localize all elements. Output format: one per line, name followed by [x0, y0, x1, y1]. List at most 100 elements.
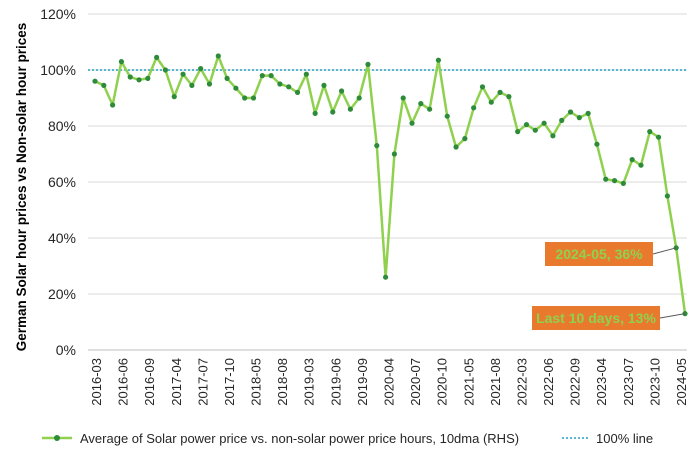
- series-solar-ratio-line: [94, 54, 687, 314]
- x-tick-label: 2019-03: [302, 358, 317, 406]
- annotation-label: 2024-05, 36%: [555, 246, 643, 262]
- data-point: [303, 71, 309, 77]
- x-tick-label: 2023-10: [647, 358, 662, 406]
- data-point: [462, 136, 468, 142]
- data-point: [585, 110, 591, 116]
- annotation-label: Last 10 days, 13%: [536, 310, 656, 326]
- x-tick-label: 2016-06: [116, 358, 131, 406]
- x-tick-label: 2021-05: [461, 358, 476, 406]
- annotation-callout: Last 10 days, 13%: [532, 306, 686, 330]
- data-point: [198, 66, 204, 72]
- data-point: [356, 95, 362, 101]
- data-point: [92, 78, 98, 84]
- data-point: [365, 61, 371, 67]
- x-tick-label: 2023-07: [621, 358, 636, 406]
- data-point: [189, 82, 195, 88]
- data-point: [162, 67, 169, 73]
- data-point: [154, 54, 160, 61]
- data-point: [224, 75, 230, 81]
- data-point: [277, 81, 283, 87]
- y-tick-label: 120%: [40, 6, 76, 22]
- data-point: [233, 85, 239, 91]
- y-tick-label: 60%: [48, 174, 76, 190]
- y-axis-ticks: 0% 20% 40% 60% 80% 100% 120%: [40, 6, 76, 358]
- data-point: [576, 115, 582, 121]
- x-tick-label: 2016-09: [142, 358, 157, 406]
- data-point: [294, 89, 301, 95]
- data-point: [382, 274, 389, 280]
- data-point: [312, 110, 318, 116]
- x-tick-label: 2020-10: [435, 358, 450, 406]
- legend-item-100-line: 100% line: [562, 431, 653, 446]
- data-point: [206, 81, 213, 87]
- data-point: [330, 109, 336, 115]
- x-tick-label: 2023-04: [594, 358, 609, 406]
- data-point: [409, 120, 415, 126]
- x-axis-ticks: 2016-03 2016-06 2016-09 2017-04 2017-07 2017-…: [89, 358, 689, 406]
- data-point: [391, 151, 398, 157]
- x-tick-label: 2017-04: [169, 358, 184, 406]
- annotation-callout: 2024-05, 36%: [545, 242, 677, 266]
- data-point: [559, 117, 565, 123]
- data-point: [471, 105, 477, 111]
- data-point: [171, 94, 177, 100]
- data-point: [242, 95, 248, 101]
- data-point: [321, 82, 327, 88]
- data-point: [418, 101, 424, 107]
- x-tick-label: 2017-10: [222, 358, 237, 406]
- data-point: [286, 84, 292, 90]
- data-point: [567, 109, 574, 115]
- data-point: [506, 94, 512, 100]
- x-tick-label: 2019-09: [355, 358, 370, 406]
- data-point: [638, 162, 644, 168]
- data-point: [515, 129, 521, 135]
- annotations: 2024-05, 36% Last 10 days, 13%: [532, 242, 686, 330]
- legend: Average of Solar power price vs. non-sol…: [42, 431, 653, 446]
- x-tick-label: 2019-06: [328, 358, 343, 406]
- y-tick-label: 40%: [48, 230, 76, 246]
- data-point: [673, 245, 679, 251]
- data-point: [603, 176, 609, 182]
- y-axis-title: German Solar hour prices vs Non-solar ho…: [14, 23, 29, 352]
- data-point: [541, 120, 547, 126]
- data-point: [347, 106, 353, 112]
- legend-item-solar-ratio: Average of Solar power price vs. non-sol…: [42, 431, 519, 446]
- data-point: [647, 129, 653, 135]
- data-point: [497, 89, 503, 95]
- data-point: [427, 106, 433, 112]
- data-point: [629, 157, 635, 163]
- data-point: [180, 71, 186, 77]
- x-tick-label: 2018-05: [249, 358, 264, 406]
- data-point: [118, 59, 125, 65]
- x-tick-label: 2016-03: [89, 358, 104, 406]
- data-point: [127, 74, 133, 80]
- x-tick-label: 2022-09: [568, 358, 583, 406]
- data-point: [594, 141, 600, 147]
- data-point: [655, 134, 662, 140]
- data-point: [110, 102, 116, 108]
- x-tick-label: 2022-03: [514, 358, 529, 406]
- data-point: [338, 88, 345, 94]
- data-point: [136, 77, 142, 83]
- y-tick-label: 100%: [40, 62, 76, 78]
- legend-label-solar-ratio: Average of Solar power price vs. non-sol…: [80, 431, 519, 446]
- data-point: [259, 73, 265, 79]
- legend-label-100-line: 100% line: [596, 431, 653, 446]
- data-point: [400, 95, 406, 101]
- x-tick-label: 2020-04: [382, 358, 397, 406]
- data-point: [620, 180, 626, 186]
- data-point: [145, 75, 151, 81]
- y-tick-label: 0%: [56, 342, 76, 358]
- y-tick-label: 20%: [48, 286, 76, 302]
- data-point: [250, 95, 257, 101]
- data-point: [523, 122, 530, 128]
- series-solar-ratio-points: [92, 53, 688, 317]
- x-tick-label: 2018-08: [275, 358, 290, 406]
- x-tick-label: 2021-08: [488, 358, 503, 406]
- data-point: [488, 99, 494, 105]
- data-point: [550, 133, 556, 139]
- data-point: [101, 82, 107, 88]
- x-tick-label: 2020-07: [408, 358, 423, 406]
- data-point: [374, 143, 380, 149]
